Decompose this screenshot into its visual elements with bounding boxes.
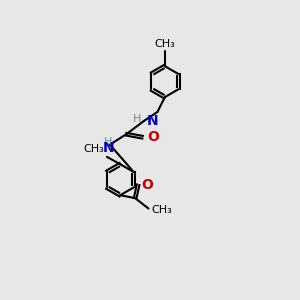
Text: O: O (142, 178, 154, 192)
Text: O: O (147, 130, 159, 144)
Text: CH₃: CH₃ (84, 145, 104, 154)
Text: N: N (146, 114, 158, 128)
Text: H: H (132, 114, 141, 124)
Text: N: N (103, 141, 114, 155)
Text: H: H (104, 137, 112, 147)
Text: CH₃: CH₃ (151, 205, 172, 215)
Text: CH₃: CH₃ (154, 39, 175, 49)
